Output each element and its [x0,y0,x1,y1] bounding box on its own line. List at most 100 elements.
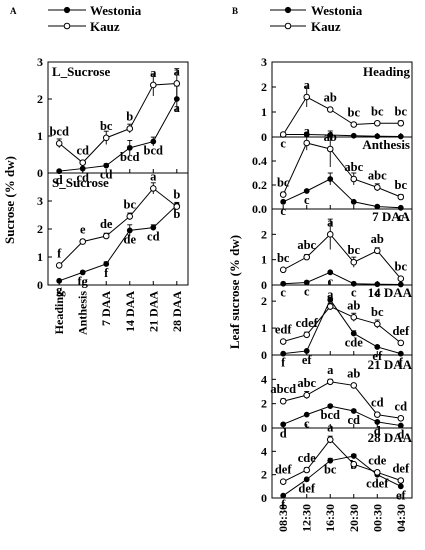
data-point [79,238,87,245]
x-tick-label: 00:30 [370,504,384,532]
x-tick-label: 20:30 [347,504,361,532]
data-point [373,411,381,418]
data-point [350,382,358,389]
y-tick-label: 1 [37,129,43,143]
significance-label: def [298,481,316,495]
x-tick-label: 21 DAA [146,291,160,332]
data-point [303,139,311,147]
significance-label: abc [344,160,363,174]
y-tick-label: 4 [261,372,267,386]
significance-label: fg [78,274,89,288]
data-point [280,198,287,205]
significance-label: cde [298,451,317,465]
significance-label: cd [147,230,160,244]
data-point [103,162,110,169]
data-point [279,478,287,485]
panel-a-bottom: 0 1 2 3 Heading Anthesis 7 DAA 14 DAA 21 DAA 28 D… [37,169,189,335]
y-tick-label: 0 [261,130,267,144]
series-line [283,405,401,427]
significance-label: c [351,286,357,300]
significance-label: a [327,288,334,302]
significance-label: bcd [120,150,140,164]
panel-title: 28 DAA [368,430,413,445]
data-point [350,330,357,337]
data-point [279,131,287,138]
data-point [373,184,381,191]
data-point [327,403,334,410]
panel-label-b: B [232,6,238,16]
significance-label: bc [100,119,113,133]
series-line [59,98,178,172]
significance-label: a [150,169,157,183]
series-line [282,233,402,279]
data-point [279,397,287,405]
data-point [373,320,381,328]
significance-label: ef [372,349,383,363]
y-tick-label: 0 [261,278,267,292]
data-point [303,93,311,101]
x-tick-label: 16:30 [323,504,337,532]
data-point [303,188,310,194]
series-line [283,298,401,355]
data-point [79,165,86,172]
y-tick-label: 1 [261,253,267,267]
data-point [149,81,157,89]
data-point [303,331,311,339]
significance-label: abc [297,376,316,390]
data-point [397,477,405,484]
data-point [303,253,311,261]
significance-label: b [173,207,180,221]
data-point [374,419,381,425]
series-line [282,178,401,209]
series-line [58,187,178,266]
y-tick-label: 3 [261,55,267,69]
significance-label: cd [76,171,89,185]
y-tick-label: 0.0 [252,202,267,216]
data-point [79,269,86,276]
x-tick-label: Heading [52,291,66,334]
data-point [303,411,310,418]
y-tick-label: 1 [261,105,267,119]
data-point [103,261,110,267]
significance-label: bc [324,463,337,477]
panel-title: 21 DAA [368,357,413,372]
significance-label: e [80,223,86,237]
data-point [102,134,110,142]
data-point [279,266,287,274]
y-tick-label: 0.2 [252,178,267,192]
series-westonia: c c c [280,172,404,224]
legend-b-marker-kauz [284,22,292,30]
significance-label: abc [297,238,316,252]
y-tick-label: 3 [37,55,43,69]
significance-label: bc [395,178,408,192]
panel-title: 14 DAA [368,285,413,300]
y-tick-label: 4 [261,444,267,458]
significance-label: cde [345,335,364,349]
data-point [326,231,334,238]
data-point [280,421,287,428]
data-point [126,213,134,220]
data-point [279,338,287,345]
data-point [397,414,405,422]
data-point [55,140,63,147]
significance-label: a [327,421,334,435]
significance-label: c [304,284,310,298]
y-tick-label: 2 [37,222,43,236]
data-point [350,198,357,205]
legend-a: Westonia Kauz [48,3,142,34]
data-point [149,185,157,192]
significance-label: bc [371,104,384,118]
legend-b-marker-westonia [284,6,292,14]
data-point [397,119,405,127]
x-tick-label: 28 DAA [170,291,184,332]
significance-label: f [399,356,404,370]
y-tick-label: 0 [37,278,43,292]
significance-label: f [281,356,286,370]
y-tick-label: 3 [37,194,43,208]
data-point [126,144,133,151]
